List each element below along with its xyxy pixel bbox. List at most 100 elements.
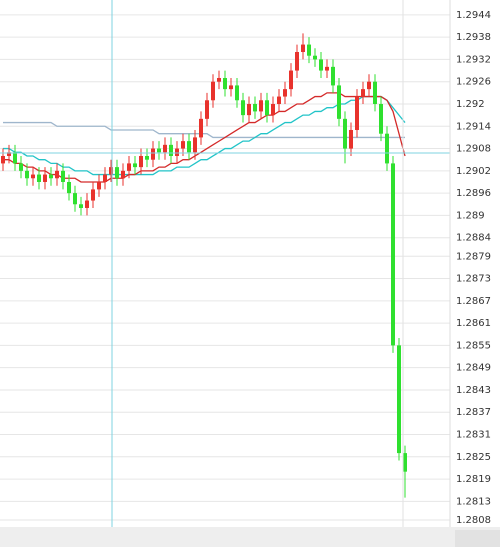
- candle-body: [19, 163, 23, 171]
- candle-body: [193, 137, 197, 153]
- candle-body: [397, 345, 401, 454]
- candle-body: [331, 66, 335, 86]
- y-tick-label: 1.2855: [456, 340, 491, 351]
- candle-body: [175, 148, 179, 156]
- candle-body: [199, 118, 203, 138]
- candle-body: [163, 144, 167, 153]
- candle-body: [241, 100, 245, 116]
- candle-body: [247, 103, 251, 116]
- candle-body: [7, 152, 11, 156]
- y-tick-label: 1.289: [456, 210, 485, 221]
- candle-body: [127, 163, 131, 171]
- y-tick-label: 1.2867: [456, 296, 491, 307]
- y-tick-label: 1.2938: [456, 32, 491, 43]
- candle-body: [283, 89, 287, 97]
- y-tick-label: 1.2831: [456, 430, 491, 441]
- y-tick-label: 1.292: [456, 99, 485, 110]
- candle-body: [79, 204, 83, 208]
- candle-body: [379, 103, 383, 134]
- candle-body: [367, 81, 371, 90]
- candle-body: [211, 81, 215, 101]
- candle-body: [259, 100, 263, 112]
- candle-body: [97, 181, 101, 190]
- y-tick-label: 1.2879: [456, 251, 491, 262]
- candle-body: [169, 144, 173, 156]
- y-tick-label: 1.2873: [456, 274, 491, 285]
- candle-body: [223, 77, 227, 90]
- y-tick-label: 1.2914: [456, 121, 491, 132]
- candle-body: [325, 66, 329, 71]
- candle-body: [91, 189, 95, 201]
- candle-body: [265, 100, 269, 116]
- y-axis: 1.2944 1.2938 1.2932 1.2926 1.292 1.2914 1.290…: [456, 10, 491, 526]
- candle-body: [205, 100, 209, 119]
- candle-body: [1, 155, 5, 164]
- candle-body: [235, 85, 239, 101]
- candle-body: [13, 152, 17, 164]
- candle-body: [157, 148, 161, 153]
- candle-body: [271, 103, 275, 116]
- candle-body: [361, 89, 365, 97]
- candle-body: [139, 155, 143, 168]
- candle-body: [187, 141, 191, 153]
- candle-body: [385, 133, 389, 164]
- candle-body: [229, 85, 233, 90]
- candle-body: [373, 81, 377, 104]
- y-tick-label: 1.2825: [456, 452, 491, 463]
- candle-body: [67, 181, 71, 194]
- candle-body: [85, 200, 89, 208]
- candle-body: [115, 167, 119, 179]
- candles: [1, 33, 407, 498]
- candle-body: [121, 170, 125, 179]
- y-tick-label: 1.2819: [456, 474, 491, 485]
- y-tick-label: 1.2837: [456, 407, 491, 418]
- candle-body: [133, 163, 137, 168]
- candle-body: [277, 96, 281, 104]
- candle-body: [73, 193, 77, 205]
- candle-body: [49, 174, 53, 179]
- candle-body: [391, 163, 395, 346]
- corner-box: [455, 530, 500, 547]
- bottom-bar: [0, 527, 500, 547]
- candle-body: [61, 170, 65, 182]
- y-tick-label: 1.2932: [456, 54, 491, 65]
- y-tick-label: 1.2813: [456, 496, 491, 507]
- candle-body: [37, 174, 41, 182]
- y-tick-label: 1.2884: [456, 233, 491, 244]
- y-tick-label: 1.2843: [456, 385, 491, 396]
- candle-body: [43, 174, 47, 182]
- candle-body: [217, 77, 221, 82]
- candle-body: [295, 51, 299, 71]
- y-tick-label: 1.2808: [456, 515, 491, 526]
- y-tick-label: 1.2896: [456, 188, 491, 199]
- candle-body: [403, 453, 407, 472]
- candle-body: [25, 170, 29, 179]
- candle-body: [307, 44, 311, 56]
- y-tick-label: 1.2944: [456, 10, 491, 21]
- candle-body: [301, 44, 305, 52]
- moving-average-line: [3, 121, 405, 139]
- candle-body: [253, 103, 257, 112]
- candle-body: [31, 174, 35, 179]
- y-tick-label: 1.2849: [456, 363, 491, 374]
- candle-body: [103, 174, 107, 182]
- candle-body: [55, 170, 59, 179]
- candle-body: [343, 118, 347, 149]
- candle-body: [289, 70, 293, 90]
- candle-body: [349, 129, 353, 149]
- candle-body: [355, 96, 359, 130]
- y-tick-label: 1.2902: [456, 166, 491, 177]
- candle-body: [319, 59, 323, 71]
- candle-body: [181, 141, 185, 149]
- y-tick-label: 1.2926: [456, 77, 491, 88]
- candle-body: [109, 167, 113, 175]
- y-tick-label: 1.2908: [456, 144, 491, 155]
- candle-body: [313, 55, 317, 60]
- candle-body: [151, 148, 155, 160]
- y-tick-label: 1.2861: [456, 318, 491, 329]
- candle-body: [145, 155, 149, 160]
- candle-body: [337, 85, 341, 119]
